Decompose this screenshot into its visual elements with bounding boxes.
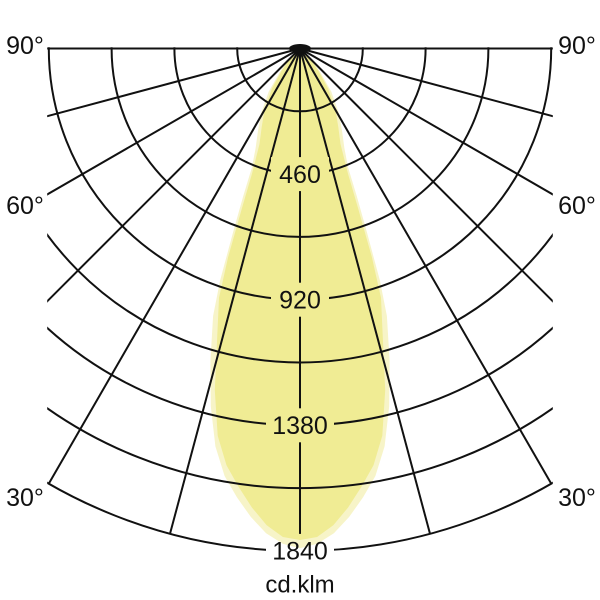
angle-label-left: 60° [6, 192, 44, 220]
unit-label: cd.klm [265, 571, 334, 598]
grid-radial-line [299, 47, 553, 196]
grid-radial-line [47, 47, 301, 118]
grid-radial-line [47, 48, 301, 485]
angle-label-left: 90° [6, 32, 44, 60]
origin-dot [289, 44, 311, 53]
grid-radial-line [47, 47, 301, 303]
grid-radial-line [299, 48, 431, 535]
ring-value-label: 1840 [272, 538, 328, 566]
grid-radial-line [299, 48, 553, 485]
ring-value-label: 460 [279, 161, 321, 189]
ring-value-label: 920 [279, 286, 321, 314]
angle-label-right: 90° [558, 32, 596, 60]
grid-radial-line [47, 47, 301, 196]
grid-radial-line [169, 48, 301, 535]
grid-radial-line [299, 47, 553, 303]
angle-label-left: 30° [6, 484, 44, 512]
angle-label-right: 60° [558, 192, 596, 220]
polar-grid [47, 47, 553, 552]
angle-label-right: 30° [558, 484, 596, 512]
ring-value-label: 1380 [272, 412, 328, 440]
grid-radial-line [299, 47, 553, 118]
